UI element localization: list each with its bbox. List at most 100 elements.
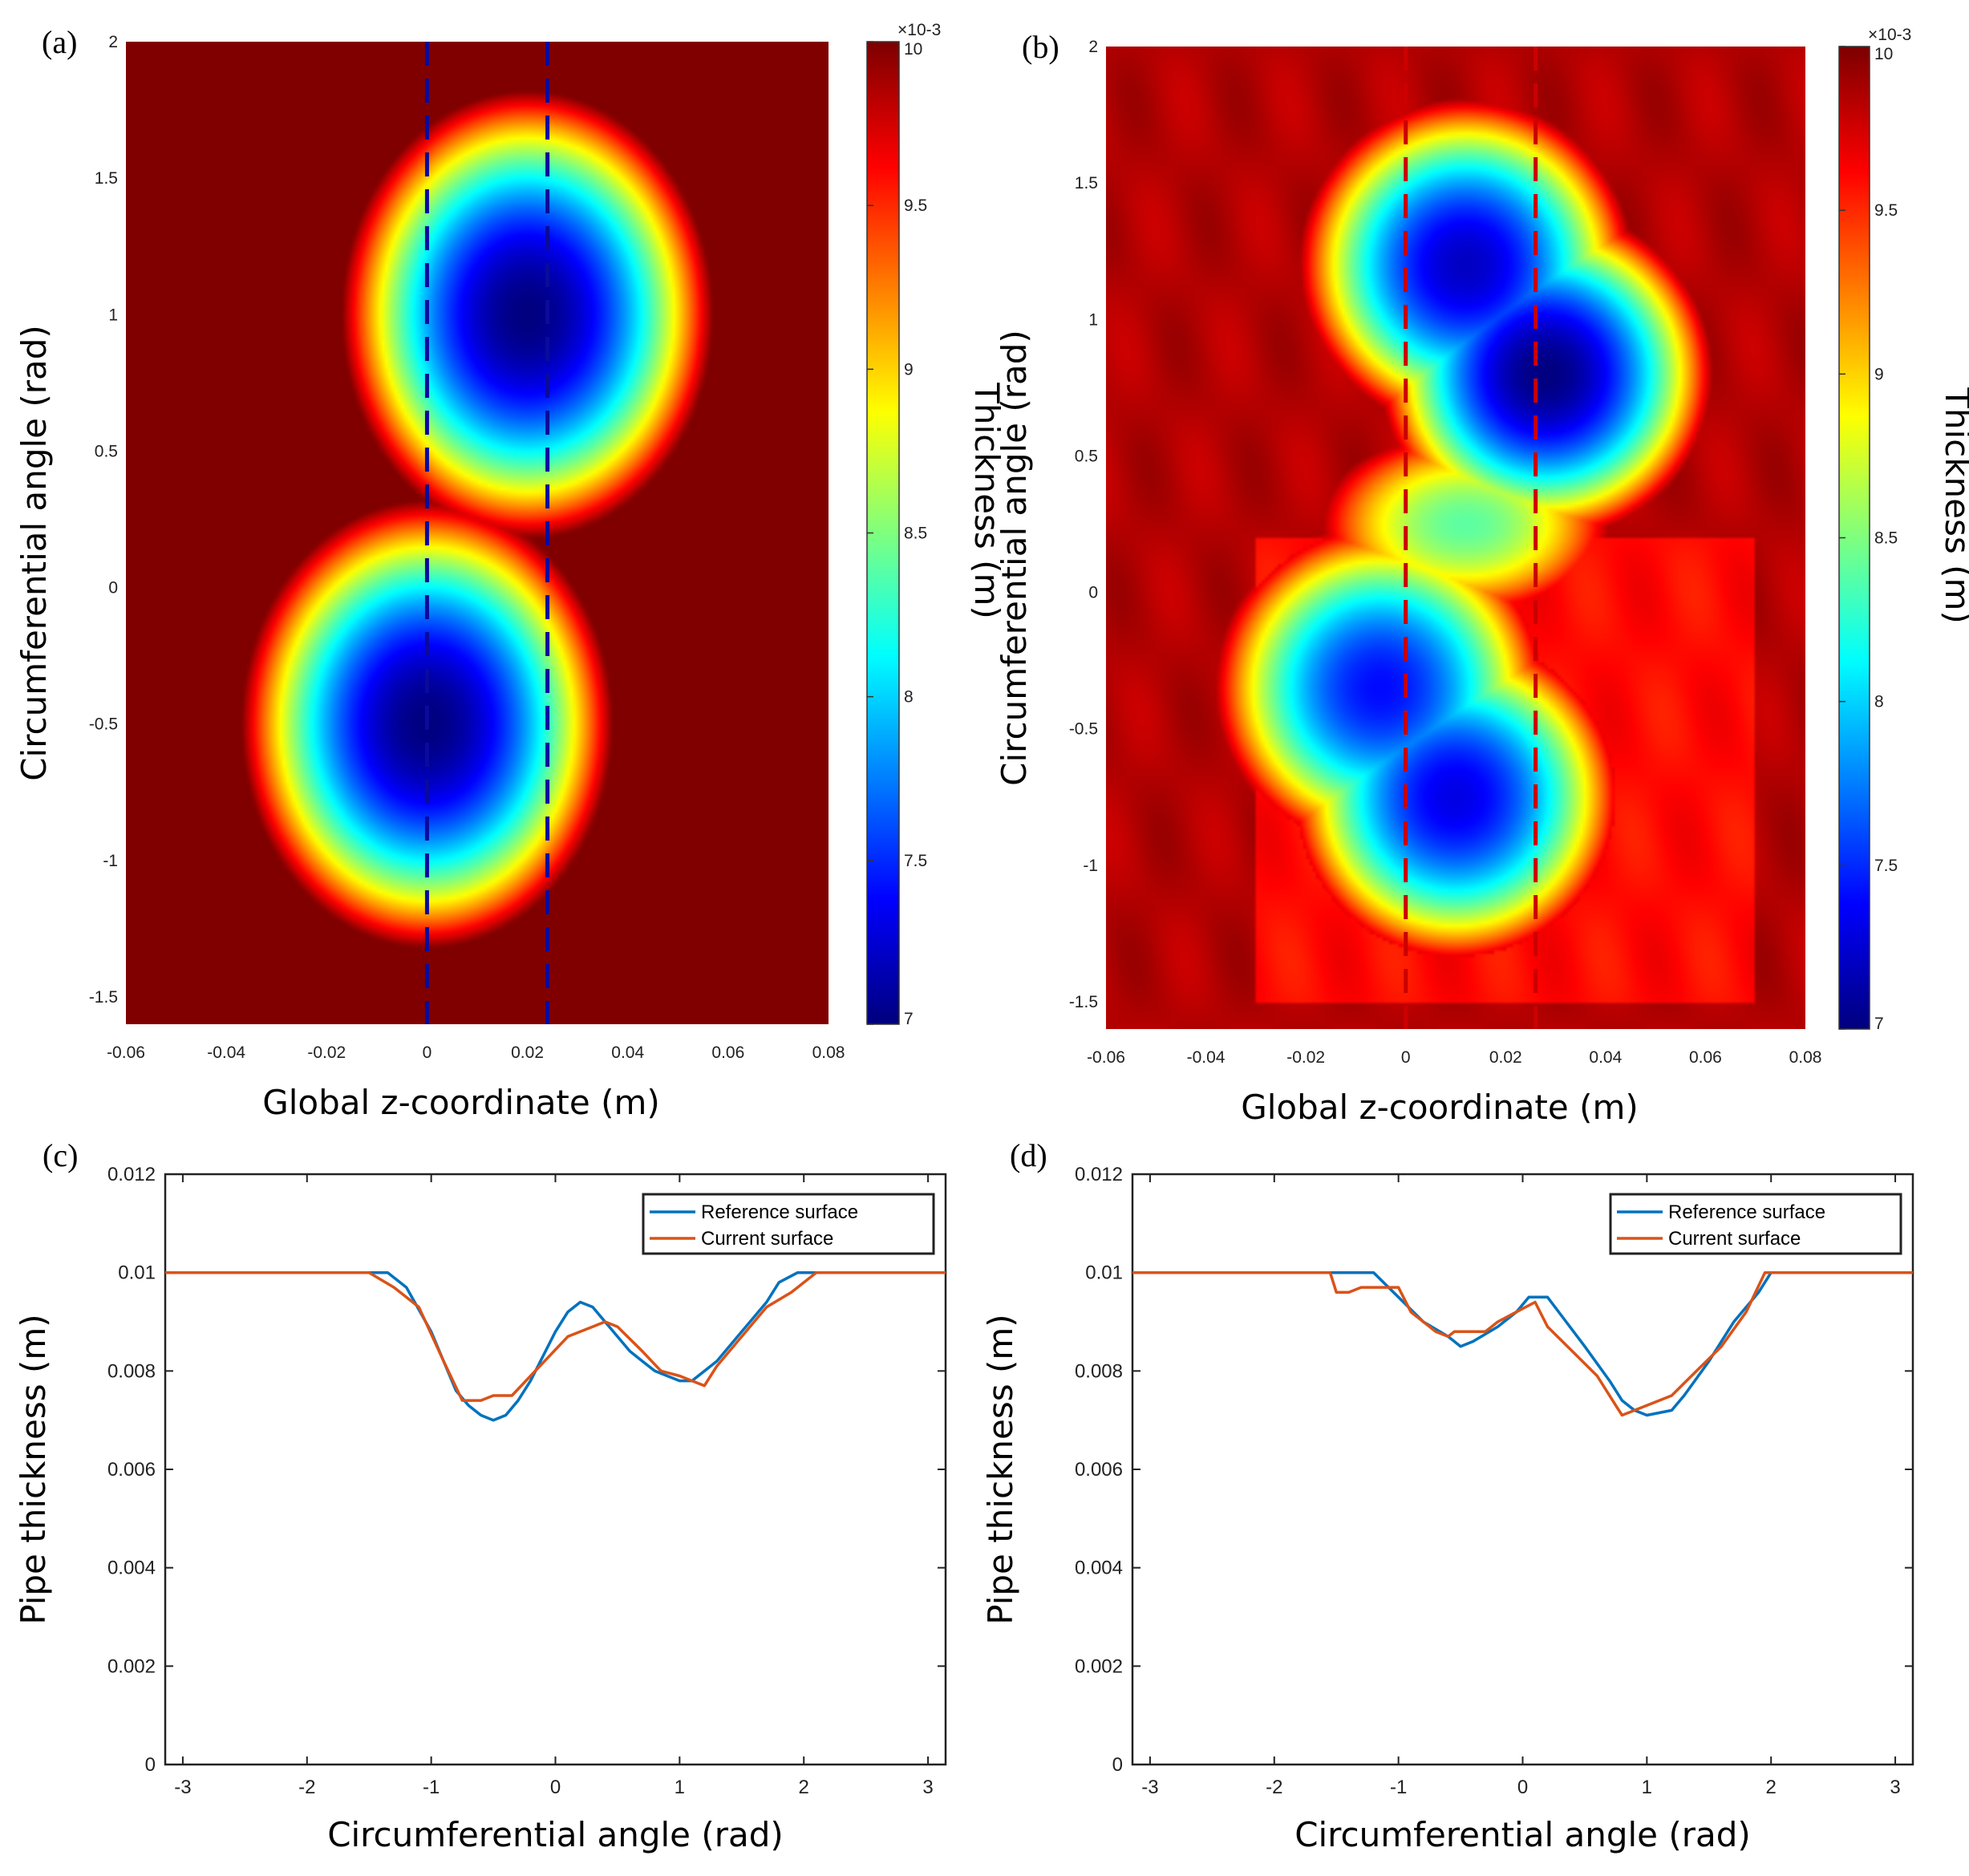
colorbar-label: Thickness (m) [967,382,1007,619]
y-tick-label: 0.008 [107,1360,156,1382]
x-tick-label: 0 [1401,1048,1411,1067]
colorbar-tick-label: 7.5 [1874,857,1898,875]
y-tick-label: 1.5 [95,169,118,188]
legend-entry: Reference surface [1668,1201,1825,1223]
x-axis-label: Circumferential angle (rad) [1294,1815,1751,1854]
colorbar-tick-label: 7 [904,1010,914,1028]
plot-frame [1131,1173,1914,1766]
y-tick-label: 0.01 [118,1262,156,1284]
x-tick-label: 0 [550,1777,561,1798]
y-tick-label: 0.01 [1085,1262,1123,1284]
series-line-current [165,1270,946,1402]
x-tick-label: -2 [298,1777,315,1798]
y-tick-label: 2 [1088,38,1098,56]
x-tick-label: -0.06 [1087,1048,1125,1067]
x-tick-label: 0.08 [812,1043,845,1062]
x-tick-label: 0 [423,1043,432,1062]
colorbar-tick-label: 8.5 [904,525,927,543]
x-tick-label: 0.06 [711,1043,744,1062]
x-tick-label: -0.04 [1187,1048,1226,1067]
x-tick-label: 0.08 [1789,1048,1822,1067]
x-tick-label: 2 [799,1777,809,1798]
y-tick-label: 0.008 [1075,1360,1123,1382]
series-line-current [1132,1270,1913,1417]
y-tick-label: 2 [108,33,118,51]
y-tick-label: 0 [1088,584,1098,602]
y-axis-label: Circumferential angle (rad) [14,325,54,781]
x-tick-label: -0.04 [207,1043,245,1062]
y-tick-label: 0.004 [1075,1558,1123,1579]
x-tick-label: -0.02 [1286,1048,1325,1067]
y-tick-label: 0.002 [107,1655,156,1677]
x-tick-label: 0.02 [1489,1048,1522,1067]
x-tick-label: 1 [1642,1777,1652,1798]
colorbar-label: Thickness (m) [1938,387,1969,624]
x-tick-label: 0.04 [1589,1048,1622,1067]
y-tick-label: 1 [1088,310,1098,329]
y-tick-label: -1 [103,852,118,870]
x-axis-label: Circumferential angle (rad) [327,1815,784,1854]
y-tick-label: 0.5 [1075,447,1098,465]
y-tick-label: 0 [1112,1754,1123,1776]
panel-label: (a) [42,24,77,60]
colorbar-tick-label: 9.5 [1874,201,1898,220]
y-tick-label: 0 [108,579,118,598]
y-tick-label: 0.006 [1075,1459,1123,1481]
legend-entry: Reference surface [701,1201,858,1223]
y-tick-label: -0.5 [1069,720,1098,739]
colorbar-tick-label: 9 [1874,365,1884,383]
x-tick-label: -3 [174,1777,191,1798]
y-tick-label: 1 [108,306,118,324]
colorbar-tick-label: 8.5 [1874,529,1898,548]
x-tick-label: 1 [675,1777,685,1798]
colorbar-tick-label: 9.5 [904,197,927,215]
colorbar-tick-label: 9 [904,360,914,379]
legend [1609,1193,1902,1255]
colorbar-tick-label: 7.5 [904,852,927,870]
y-tick-label: 0.002 [1075,1655,1123,1677]
heatmap-b [1106,47,1805,1029]
y-tick-label: 0.012 [1075,1164,1123,1185]
x-tick-label: 3 [922,1777,933,1798]
x-tick-label: 0.02 [511,1043,544,1062]
y-axis-label: Pipe thickness (m) [981,1314,1020,1624]
colorbar-tick-label: 8 [904,688,914,707]
x-tick-label: 2 [1766,1777,1777,1798]
legend-entry: Current surface [1668,1228,1801,1250]
x-tick-label: 0 [1517,1777,1528,1798]
panel-label: (b) [1022,29,1059,65]
plot-frame [164,1173,947,1766]
y-axis-label: Pipe thickness (m) [14,1314,53,1624]
x-tick-label: -0.06 [107,1043,145,1062]
series-line-reference [165,1270,946,1422]
colorbar-exponent: ×10-3 [897,21,941,39]
y-axis-label: Circumferential angle (rad) [995,330,1034,786]
x-tick-label: -3 [1141,1777,1158,1798]
x-tick-label: -1 [423,1777,440,1798]
x-tick-label: -1 [1390,1777,1407,1798]
x-axis-label: Global z-coordinate (m) [1241,1088,1639,1127]
colorbar-tick-label: 7 [1874,1015,1884,1033]
y-tick-label: -1 [1083,857,1098,875]
y-tick-label: 0.006 [107,1459,156,1481]
colorbar-tick-label: 10 [1874,45,1893,63]
colorbar-tick-label: 8 [1874,693,1884,711]
colorbar-tick-label: 10 [904,40,922,59]
x-tick-label: 0.06 [1689,1048,1722,1067]
y-tick-label: 1.5 [1075,174,1098,192]
y-tick-label: -1.5 [89,988,118,1007]
legend [642,1193,935,1255]
x-tick-label: -2 [1266,1777,1282,1798]
panel-label: (c) [43,1137,78,1173]
legend-entry: Current surface [701,1228,833,1250]
y-tick-label: 0.004 [107,1558,156,1579]
y-tick-label: 0.012 [107,1164,156,1185]
heatmap-a [126,42,829,1024]
x-axis-label: Global z-coordinate (m) [262,1083,660,1122]
x-tick-label: -0.02 [307,1043,346,1062]
y-tick-label: -1.5 [1069,993,1098,1011]
y-tick-label: -0.5 [89,715,118,734]
panel-label: (d) [1010,1137,1047,1173]
